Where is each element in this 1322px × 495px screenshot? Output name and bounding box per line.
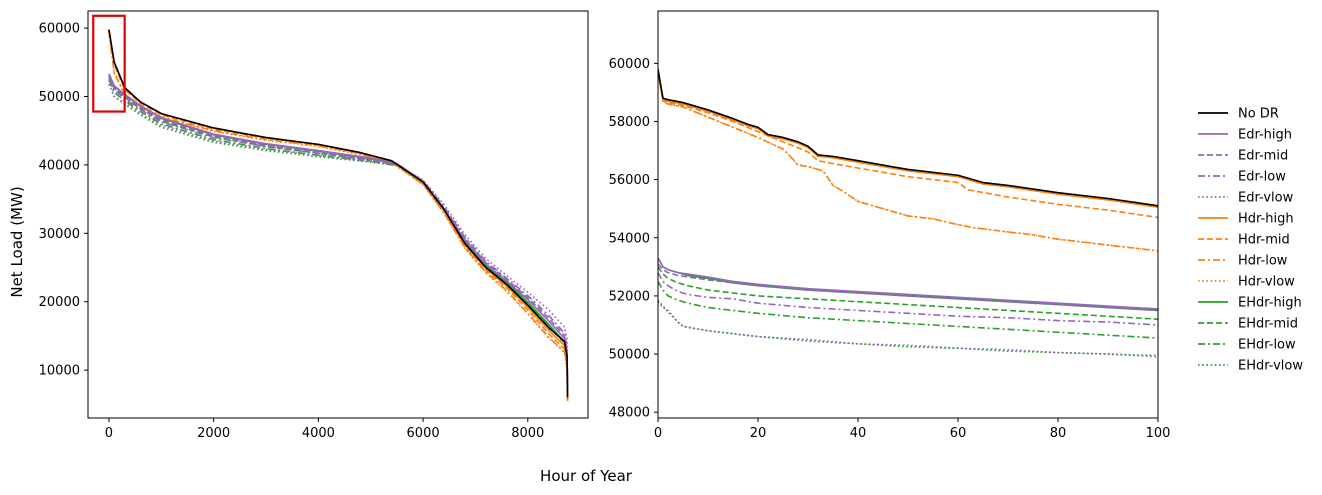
y-tick-label: 10000	[39, 364, 80, 379]
axes-frame	[657, 10, 1159, 419]
series-line-no dr	[108, 29, 569, 398]
y-tick-label: 50000	[39, 90, 80, 105]
axes-frame	[87, 10, 589, 419]
series-line-ehdr-low	[658, 280, 1158, 339]
y-axis-label: Net Load (MW)	[8, 186, 26, 297]
series-line-edr-vlow	[108, 83, 569, 384]
series-line-hdr-mid	[658, 71, 1158, 219]
y-tick-label: 58000	[609, 115, 650, 130]
series-line-hdr-vlow	[658, 74, 1158, 252]
series-line-ehdr-mid	[658, 266, 1158, 320]
x-axis-label: Hour of Year	[540, 467, 633, 485]
legend-label: EHdr-high	[1238, 296, 1302, 311]
y-tick-label: 56000	[609, 173, 650, 188]
legend-item: EHdr-high	[1198, 296, 1302, 311]
y-tick-label: 40000	[39, 158, 80, 173]
legend-item: Hdr-mid	[1198, 233, 1290, 248]
x-tick-label: 40	[850, 426, 867, 441]
y-tick-label: 60000	[609, 57, 650, 72]
x-tick-label: 6000	[407, 426, 440, 441]
y-tick-label: 60000	[39, 22, 80, 37]
legend-item: Hdr-vlow	[1198, 275, 1295, 290]
series-line-hdr-high	[108, 30, 569, 400]
x-tick-label: 8000	[511, 426, 544, 441]
legend-item: Edr-vlow	[1198, 191, 1294, 206]
series-line-edr-low	[658, 272, 1158, 326]
legend-label: Edr-mid	[1238, 149, 1288, 164]
legend-label: Edr-low	[1238, 170, 1286, 185]
legend-label: Hdr-high	[1238, 212, 1294, 227]
y-tick-label: 48000	[609, 406, 650, 421]
legend-item: Hdr-low	[1198, 254, 1288, 269]
x-tick-label: 100	[1146, 426, 1171, 441]
series-line-ehdr-vlow	[658, 299, 1158, 357]
series-line-hdr-vlow	[108, 31, 569, 401]
legend-item: Hdr-high	[1198, 212, 1294, 227]
y-tick-label: 54000	[609, 231, 650, 246]
legend-label: Hdr-low	[1238, 254, 1288, 269]
legend-label: EHdr-mid	[1238, 317, 1298, 332]
series-line-edr-high	[658, 257, 1158, 310]
x-tick-label: 80	[1050, 426, 1067, 441]
series-line-ehdr-high	[658, 257, 1158, 312]
plot-area	[108, 29, 569, 401]
x-tick-label: 0	[654, 426, 662, 441]
x-tick-label: 60	[950, 426, 967, 441]
y-tick-label: 52000	[609, 289, 650, 304]
series-line-edr-vlow	[658, 301, 1158, 358]
chart-legend: No DR Edr-high Edr-mid Edr-low Edr-vlow Hdr-h…	[1198, 107, 1303, 374]
series-line-hdr-low	[108, 31, 569, 401]
legend-label: EHdr-low	[1238, 338, 1296, 353]
series-line-ehdr-vlow	[108, 83, 569, 395]
zoom-highlight-box	[92, 14, 126, 113]
legend-item: Edr-high	[1198, 128, 1292, 143]
series-line-edr-mid	[658, 263, 1158, 312]
series-line-edr-low	[108, 78, 569, 388]
x-tick-label: 4000	[302, 426, 335, 441]
x-tick-label: 2000	[197, 426, 230, 441]
legend-label: EHdr-vlow	[1238, 359, 1303, 374]
y-tick-label: 20000	[39, 295, 80, 310]
legend-item: EHdr-mid	[1198, 317, 1298, 332]
legend-item: Edr-low	[1198, 170, 1286, 185]
legend-item: EHdr-low	[1198, 338, 1296, 353]
right-chart-panel: 0 20 40 60 80 100 48000 50000 52000 54000 56000 580…	[609, 10, 1171, 441]
y-tick-label: 50000	[609, 348, 650, 363]
legend-label: Hdr-mid	[1238, 233, 1290, 248]
y-tick-label: 30000	[39, 227, 80, 242]
series-line-no dr	[658, 69, 1158, 207]
legend-label: No DR	[1238, 107, 1279, 122]
legend-label: Hdr-vlow	[1238, 275, 1295, 290]
series-line-hdr-high	[658, 71, 1158, 209]
legend-item: No DR	[1198, 107, 1279, 122]
left-chart-panel: 0 2000 4000 6000 8000 10000 20000 30000 40000 500…	[39, 10, 589, 441]
x-tick-label: 0	[105, 426, 113, 441]
series-line-hdr-mid	[108, 30, 569, 401]
series-line-hdr-low	[658, 74, 1158, 252]
x-tick-label: 20	[750, 426, 767, 441]
legend-label: Edr-high	[1238, 128, 1292, 143]
legend-item: EHdr-vlow	[1198, 359, 1303, 374]
legend-item: Edr-mid	[1198, 149, 1288, 164]
plot-area	[658, 69, 1158, 358]
legend-label: Edr-vlow	[1238, 191, 1294, 206]
